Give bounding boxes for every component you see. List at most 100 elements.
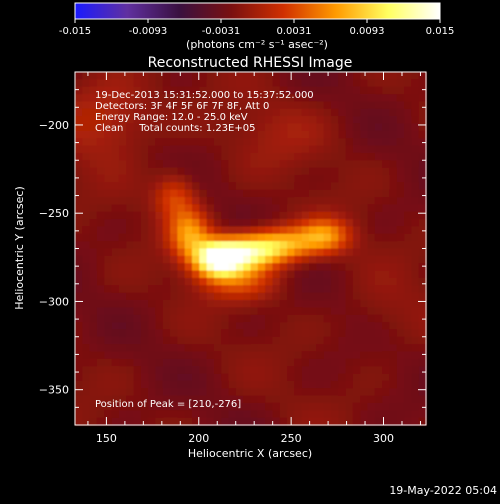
heatmap-cell	[279, 152, 288, 161]
heatmap-cell	[206, 373, 215, 382]
heatmap-cell	[309, 366, 317, 375]
heatmap-cell	[389, 292, 398, 301]
heatmap-cell	[301, 101, 310, 110]
heatmap-cell	[345, 344, 354, 353]
heatmap-cell	[155, 79, 164, 88]
heatmap-cell	[396, 219, 405, 228]
heatmap-cell	[199, 211, 208, 220]
heatmap-cell	[111, 123, 120, 132]
heatmap-cell	[192, 277, 200, 286]
footer-timestamp: 19-May-2022 05:04	[389, 484, 497, 497]
heatmap-cell	[228, 145, 237, 154]
heatmap-cell	[352, 263, 361, 272]
heatmap-cell	[213, 255, 222, 264]
heatmap-cell	[235, 86, 244, 95]
heatmap-cell	[228, 299, 237, 308]
heatmap-cell	[118, 329, 127, 338]
heatmap-cell	[367, 226, 376, 235]
heatmap-cell	[265, 130, 274, 139]
heatmap-cell	[133, 116, 142, 125]
heatmap-cell	[287, 366, 295, 375]
heatmap-cell	[360, 167, 369, 176]
heatmap-cell	[345, 138, 354, 147]
heatmap-cell	[272, 241, 281, 250]
heatmap-cell	[96, 336, 105, 345]
heatmap-cell	[148, 167, 157, 176]
heatmap-cell	[367, 395, 376, 404]
heatmap-cell	[316, 211, 325, 220]
heatmap-cell	[177, 373, 186, 382]
heatmap-cell	[352, 94, 361, 103]
heatmap-cell	[243, 299, 252, 308]
heatmap-cell	[199, 270, 208, 279]
heatmap-cell	[155, 395, 164, 404]
heatmap-cell	[192, 123, 200, 132]
heatmap-cell	[235, 79, 244, 88]
heatmap-cell	[367, 277, 376, 286]
heatmap-cell	[118, 277, 127, 286]
heatmap-cell	[316, 402, 325, 411]
heatmap-cell	[133, 152, 142, 161]
heatmap-cell	[111, 108, 120, 117]
heatmap-cell	[228, 388, 237, 397]
heatmap-cell	[75, 263, 83, 272]
x-tick-label: 250	[281, 432, 302, 445]
heatmap-cell	[89, 233, 98, 242]
heatmap-cell	[82, 174, 91, 183]
heatmap-cell	[177, 211, 186, 220]
heatmap-cell	[338, 395, 347, 404]
heatmap-cell	[228, 307, 237, 316]
heatmap-cell	[360, 292, 369, 301]
heatmap-cell	[287, 336, 295, 345]
heatmap-cell	[330, 255, 339, 264]
heatmap-cell	[338, 292, 347, 301]
heatmap-cell	[265, 388, 274, 397]
heatmap-cell	[257, 336, 266, 345]
heatmap-cell	[199, 417, 208, 426]
heatmap-cell	[279, 108, 288, 117]
heatmap-cell	[367, 329, 376, 338]
heatmap-cell	[184, 152, 193, 161]
heatmap-cell	[404, 116, 412, 125]
heatmap-cell	[272, 402, 281, 411]
heatmap-cell	[257, 248, 266, 257]
heatmap-cell	[374, 130, 383, 139]
heatmap-cell	[316, 329, 325, 338]
heatmap-cell	[206, 152, 215, 161]
heatmap-cell	[374, 336, 383, 345]
heatmap-cell	[279, 101, 288, 110]
heatmap-cell	[206, 248, 215, 257]
heatmap-cell	[126, 299, 135, 308]
heatmap-cell	[118, 263, 127, 272]
heatmap-cell	[184, 358, 193, 367]
heatmap-cell	[257, 417, 266, 426]
heatmap-cell	[338, 145, 347, 154]
heatmap-cell	[323, 299, 332, 308]
heatmap-cell	[243, 395, 252, 404]
heatmap-cell	[206, 351, 215, 360]
heatmap-cell	[396, 226, 405, 235]
heatmap-cell	[382, 130, 391, 139]
heatmap-cell	[272, 79, 281, 88]
heatmap-cell	[82, 395, 91, 404]
heatmap-cell	[133, 263, 142, 272]
heatmap-cell	[345, 285, 354, 294]
heatmap-cell	[265, 152, 274, 161]
heatmap-cell	[162, 174, 171, 183]
heatmap-cell	[404, 101, 412, 110]
heatmap-cell	[265, 270, 274, 279]
heatmap-cell	[411, 248, 420, 257]
heatmap-cell	[177, 182, 186, 191]
heatmap-cell	[184, 94, 193, 103]
heatmap-cell	[418, 255, 427, 264]
heatmap-cell	[111, 79, 120, 88]
heatmap-cell	[250, 138, 259, 147]
heatmap-cell	[323, 285, 332, 294]
heatmap-cell	[250, 410, 259, 419]
heatmap-cell	[111, 86, 120, 95]
heatmap-cell	[257, 197, 266, 205]
heatmap-cell	[221, 86, 230, 95]
heatmap-cell	[374, 292, 383, 301]
colorbar-unit-label: (photons cm⁻² s⁻¹ asec⁻²)	[186, 38, 328, 51]
heatmap-cell	[104, 79, 113, 88]
